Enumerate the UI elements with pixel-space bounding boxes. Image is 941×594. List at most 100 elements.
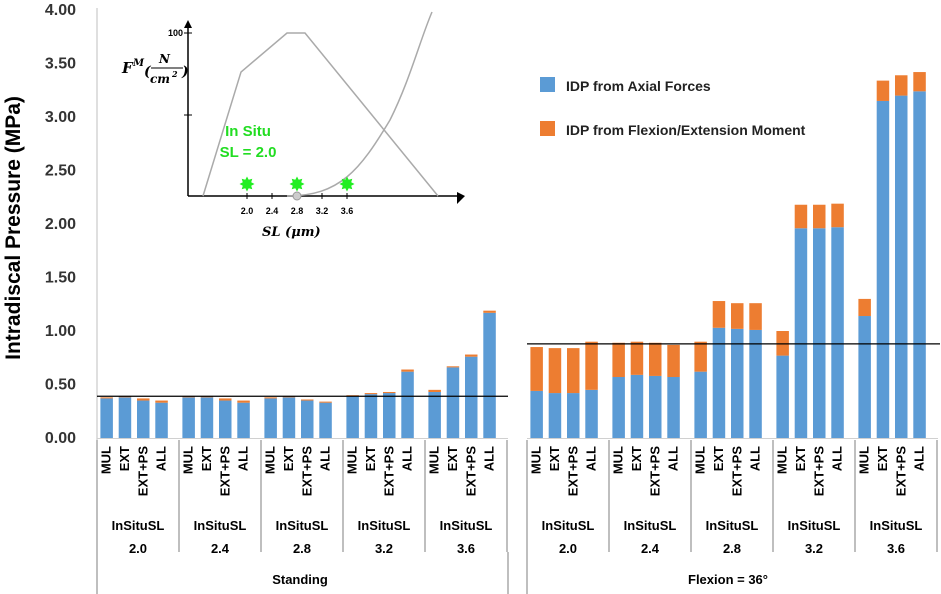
bar-axial — [219, 400, 232, 438]
inset-plot: 100 2.0 2.4 2.8 3.2 3.6 SL (μm) F M ( N cm 2… — [121, 11, 465, 240]
bar-moment — [548, 348, 562, 394]
category-label: EXT — [281, 446, 296, 471]
group-label-prefix: InSituSL — [624, 518, 677, 533]
bar-axial — [612, 377, 625, 438]
bar-axial — [585, 389, 598, 438]
legend-swatch-moment — [540, 121, 555, 136]
bar-axial — [530, 390, 543, 438]
bar-axial — [346, 396, 359, 438]
bars — [100, 72, 926, 438]
category-label: EXT — [445, 446, 460, 471]
inset-y-label-close: ) — [181, 64, 189, 80]
bar-axial — [483, 312, 496, 438]
bar-moment — [446, 366, 460, 368]
category-label: MUL — [181, 446, 196, 474]
inset-active-force-curve — [202, 32, 439, 197]
bar-axial — [182, 397, 195, 438]
bar-axial — [813, 228, 826, 438]
category-label: ALL — [318, 446, 333, 471]
bar-axial — [401, 371, 414, 438]
category-label: EXT+PS — [729, 446, 744, 497]
bar-axial — [649, 375, 662, 438]
group-label-sl: 2.4 — [211, 541, 230, 556]
bar-moment — [319, 401, 332, 403]
inset-x-label: SL (μm) — [262, 225, 321, 240]
inset-x-tick-label: 2.4 — [266, 206, 279, 216]
inset-y-label: F M ( N cm 2 ) — [121, 52, 189, 86]
category-label: EXT — [875, 446, 890, 471]
bar-moment — [876, 80, 890, 101]
condition-label: Standing — [272, 572, 328, 587]
bar-moment — [585, 341, 598, 390]
group-label-prefix: InSituSL — [706, 518, 759, 533]
y-tick-label: 2.50 — [45, 163, 76, 180]
category-label: MUL — [345, 446, 360, 474]
bar-axial — [364, 394, 378, 438]
bar-axial — [428, 391, 441, 438]
category-label: ALL — [236, 446, 251, 471]
category-label: MUL — [263, 446, 278, 474]
inset-markers — [239, 176, 355, 192]
bar-moment — [567, 348, 580, 394]
category-label: EXT — [363, 446, 378, 471]
category-label: EXT+PS — [893, 446, 908, 497]
category-label: ALL — [154, 446, 169, 471]
inset-y-label-den: cm — [150, 72, 170, 86]
category-label: ALL — [912, 446, 927, 471]
group-label-prefix: InSituSL — [194, 518, 247, 533]
category-label: ALL — [830, 446, 845, 471]
inset-x-tick-label: 2.8 — [291, 206, 304, 216]
group-label-sl: 2.8 — [723, 541, 741, 556]
group-label-sl: 3.6 — [887, 541, 905, 556]
bar-moment — [237, 400, 250, 403]
group-label-prefix: InSituSL — [276, 518, 329, 533]
bar-axial — [567, 393, 580, 438]
bar-axial — [876, 100, 890, 438]
group-label-prefix: InSituSL — [788, 518, 841, 533]
bar-moment — [858, 298, 871, 317]
inset-x-tick-label: 2.0 — [241, 206, 254, 216]
group-label-prefix: InSituSL — [870, 518, 923, 533]
reference-lines — [97, 343, 940, 397]
bar-axial — [895, 95, 908, 438]
bar-moment — [465, 354, 478, 357]
category-label: MUL — [99, 446, 114, 474]
bar-moment — [612, 342, 625, 378]
inset-x-tick-label: 3.2 — [316, 206, 329, 216]
category-label: EXT+PS — [565, 446, 580, 497]
y-tick-label: 4.00 — [45, 2, 76, 19]
category-label: EXT+PS — [381, 446, 396, 497]
inset-annotation-line2: SL = 2.0 — [220, 144, 277, 161]
bar-moment — [649, 342, 662, 376]
bar-moment — [100, 397, 113, 399]
bar-moment — [794, 204, 808, 229]
category-label: MUL — [529, 446, 544, 474]
bar-moment — [712, 301, 726, 328]
bar-axial — [200, 397, 214, 438]
bar-moment — [155, 400, 168, 403]
bar-axial — [749, 329, 762, 438]
category-label: MUL — [693, 446, 708, 474]
bar-axial — [446, 367, 460, 438]
category-label: EXT — [629, 446, 644, 471]
category-label: ALL — [666, 446, 681, 471]
bar-axial — [858, 316, 871, 438]
group-label-sl: 2.4 — [641, 541, 660, 556]
category-label: EXT — [793, 446, 808, 471]
inset-y-label-sup: M — [132, 58, 145, 69]
category-label: EXT — [117, 446, 132, 471]
bar-moment — [301, 399, 314, 401]
category-label: MUL — [775, 446, 790, 474]
bar-moment — [401, 369, 414, 372]
inset-x-tick-label: 3.6 — [341, 206, 354, 216]
condition-label: Flexion = 36° — [688, 572, 768, 587]
bar-moment — [667, 344, 680, 378]
category-label: EXT+PS — [647, 446, 662, 497]
bar-axial — [831, 227, 844, 438]
y-tick-label: 0.00 — [45, 430, 76, 447]
category-label: EXT — [199, 446, 214, 471]
category-label: EXT+PS — [217, 446, 232, 497]
bar-moment — [530, 347, 543, 391]
inset-star-marker — [239, 176, 255, 192]
